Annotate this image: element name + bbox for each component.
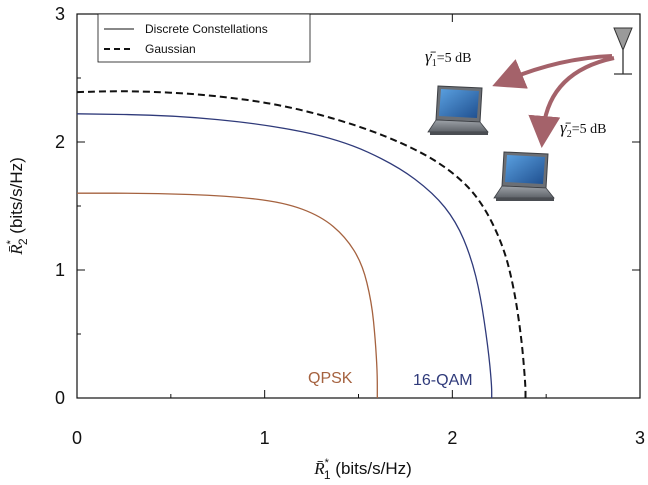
x-tick-label: 3 <box>635 428 645 448</box>
laptop-icon-user2 <box>493 151 555 201</box>
legend-entry-gaussian: Gaussian <box>145 42 196 56</box>
antenna-icon <box>613 27 633 75</box>
series-line-gaussian <box>76 90 527 398</box>
y-tick-label: 0 <box>55 388 65 408</box>
x-tick-label: 1 <box>260 428 270 448</box>
qam16-curve-label: 16-QAM <box>413 372 473 389</box>
legend-box <box>97 13 311 63</box>
x-tick-label: 2 <box>447 428 457 448</box>
series-line-qpsk <box>76 192 378 398</box>
gamma1-annotation: γ̄1=5 dB <box>425 47 471 69</box>
y-tick-label: 1 <box>55 260 65 280</box>
y-tick-label: 3 <box>55 4 65 24</box>
x-tick-label: 0 <box>72 428 82 448</box>
y-axis-title: R̄*2 (bits/s/Hz) <box>5 157 30 256</box>
series-group <box>76 90 527 398</box>
qpsk-curve-label: QPSK <box>308 370 353 387</box>
series-line-qam16 <box>76 113 493 398</box>
legend: Discrete Constellations Gaussian <box>97 13 311 63</box>
plot-frame <box>76 13 641 399</box>
y-tick-label: 2 <box>55 132 65 152</box>
legend-entry-discrete: Discrete Constellations <box>145 22 268 36</box>
arrow-to-user1 <box>492 54 613 89</box>
x-axis-title: R̄* 1 (bits/s/Hz) <box>313 457 412 482</box>
laptop-icon-user1 <box>427 85 489 135</box>
gamma2-annotation: γ̄2=5 dB <box>560 118 606 140</box>
arrow-to-user2 <box>528 56 615 148</box>
axis-ticks: 0 1 2 3 0 1 2 3 <box>55 4 645 448</box>
